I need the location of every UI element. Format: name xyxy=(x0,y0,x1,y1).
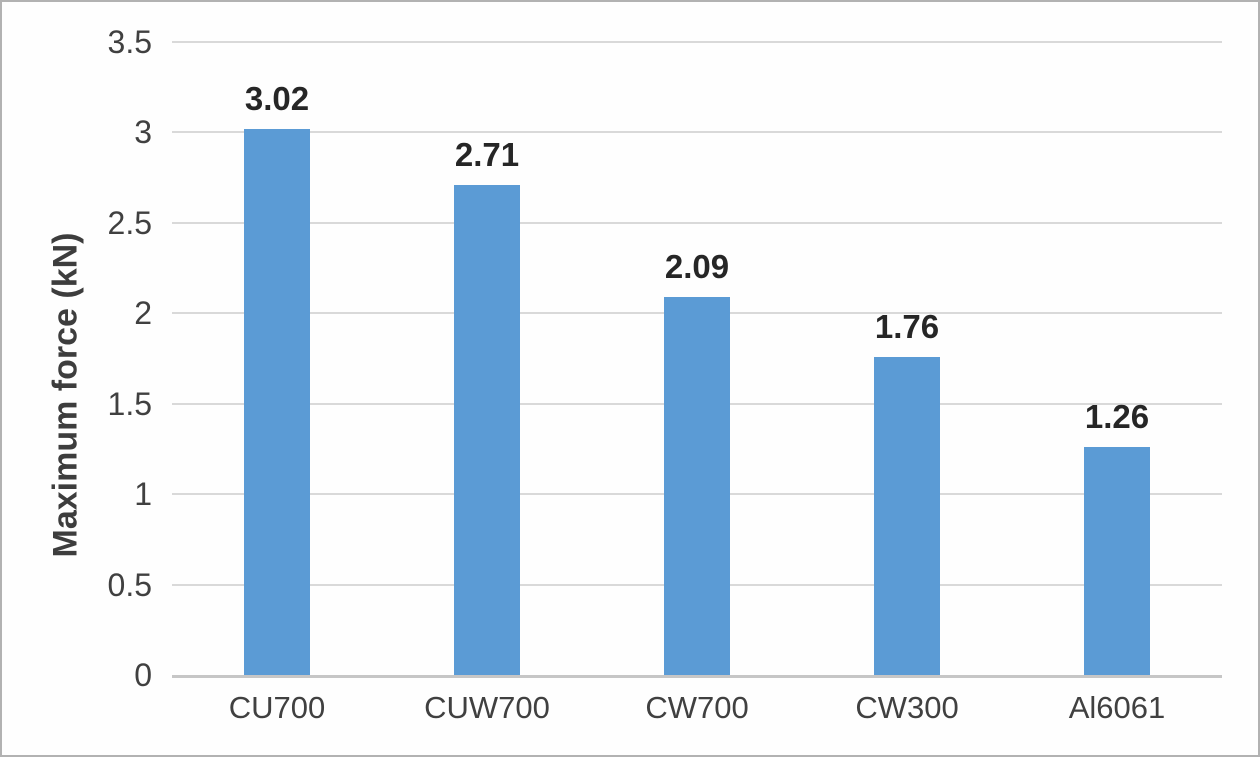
bar-value-label: 2.09 xyxy=(664,248,730,286)
y-tick-label: 0 xyxy=(134,657,152,693)
y-tick-label: 0.5 xyxy=(107,566,152,603)
bar xyxy=(454,184,520,675)
bar-value-label: 2.71 xyxy=(454,135,520,173)
bar-value-label: 1.26 xyxy=(1084,398,1150,436)
bar xyxy=(874,356,940,675)
bar-value-label: 3.02 xyxy=(244,79,310,117)
y-tick-label: 2 xyxy=(134,295,152,332)
x-tick-label: CUW700 xyxy=(424,690,550,725)
y-tick-label: 1 xyxy=(134,476,152,513)
x-tick-label: CW300 xyxy=(855,690,959,725)
y-tick-label: 3 xyxy=(134,114,152,151)
y-tick-label: 3.5 xyxy=(107,24,152,60)
bar-value-label: 1.76 xyxy=(874,307,940,345)
bar xyxy=(664,297,730,675)
gridline xyxy=(172,131,1222,134)
x-tick-label: CU700 xyxy=(228,690,326,725)
y-tick-label: 2.5 xyxy=(107,204,152,241)
x-tick-label: CW700 xyxy=(645,690,749,725)
gridline xyxy=(172,41,1222,43)
y-tick-label: 1.5 xyxy=(107,385,152,422)
y-axis-ticks: 3.5 3 2.5 2 1.5 1 0.5 0 xyxy=(2,26,152,691)
gridline xyxy=(172,221,1222,224)
bar xyxy=(1084,447,1150,675)
x-axis-labels: CU700 CUW700 CW700 CW300 Al6061 xyxy=(172,692,1222,732)
x-tick-label: Al6061 xyxy=(1068,690,1166,725)
plot-area: 3.02 2.71 2.09 1.76 1.26 xyxy=(172,41,1222,678)
bar xyxy=(244,128,310,675)
